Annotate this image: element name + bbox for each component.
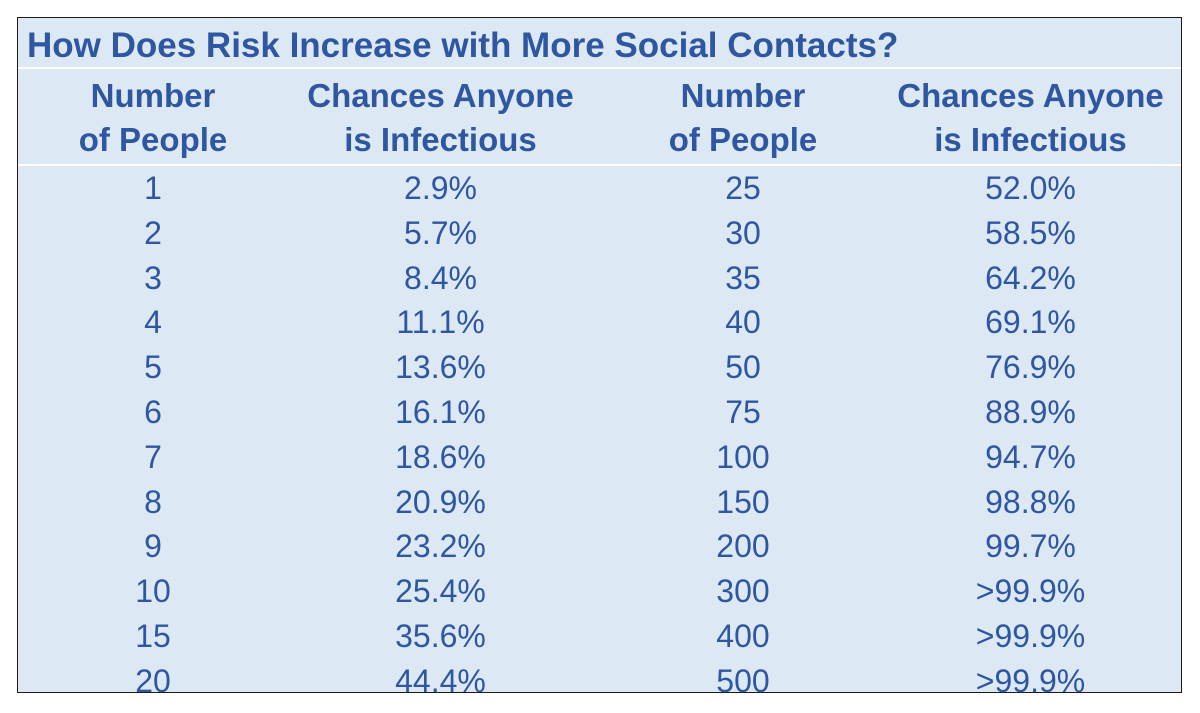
cell-chance-right: 88.9% bbox=[985, 393, 1076, 430]
cell-chance-right: >99.9% bbox=[975, 662, 1086, 699]
cell-number-left: 6 bbox=[144, 393, 162, 430]
table-row: 5 13.6% 50 76.9% bbox=[18, 345, 1181, 390]
cell-number-right: 25 bbox=[725, 170, 761, 206]
cell-chance-left: 18.6% bbox=[395, 438, 486, 475]
column-header-line: of People bbox=[78, 121, 228, 158]
cell-chance-left: 2.9% bbox=[404, 170, 477, 206]
cell-chance-right: >99.9% bbox=[975, 573, 1086, 610]
cell-chance-left: 16.1% bbox=[395, 393, 486, 430]
cell-chance-left: 8.4% bbox=[404, 259, 477, 296]
table-row: 2 5.7% 30 58.5% bbox=[18, 211, 1181, 256]
cell-chance-right: 98.8% bbox=[985, 483, 1076, 520]
cell-chance-right: 64.2% bbox=[985, 259, 1076, 296]
cell-number-left: 5 bbox=[144, 349, 162, 386]
cell-number-right: 200 bbox=[716, 528, 770, 565]
table-row: 8 20.9% 150 98.8% bbox=[18, 480, 1181, 525]
cell-chance-left: 25.4% bbox=[395, 573, 486, 610]
cell-chance-right: 94.7% bbox=[985, 438, 1076, 475]
column-header-line: Chances Anyone bbox=[307, 77, 574, 114]
title-divider bbox=[18, 67, 1181, 69]
table-row: 3 8.4% 35 64.2% bbox=[18, 256, 1181, 301]
cell-chance-right: 76.9% bbox=[985, 349, 1076, 386]
cell-number-right: 150 bbox=[716, 483, 770, 520]
cell-chance-right: 52.0% bbox=[985, 170, 1076, 206]
cell-chance-right: 99.7% bbox=[985, 528, 1076, 565]
cell-number-left: 8 bbox=[144, 483, 162, 520]
cell-number-right: 50 bbox=[725, 349, 761, 386]
table-body: 1 2.9% 25 52.0% 2 5.7% 30 58.5% 3 8.4% 35 64.2% 4 11.… bbox=[18, 166, 1181, 704]
table-row: 7 18.6% 100 94.7% bbox=[18, 435, 1181, 480]
table-row: 6 16.1% 75 88.9% bbox=[18, 390, 1181, 435]
column-header-chances-left: Chances Anyone is Infectious bbox=[298, 74, 583, 162]
column-header-line: Chances Anyone bbox=[897, 77, 1164, 114]
cell-chance-left: 5.7% bbox=[404, 214, 477, 251]
cell-number-left: 1 bbox=[144, 170, 162, 206]
cell-number-left: 2 bbox=[144, 214, 162, 251]
cell-chance-left: 44.4% bbox=[395, 662, 486, 699]
header-divider bbox=[18, 164, 1181, 166]
cell-number-right: 40 bbox=[725, 304, 761, 341]
column-header-number-of-people-left: Number of People bbox=[68, 74, 238, 162]
column-header-number-of-people-right: Number of People bbox=[658, 74, 828, 162]
cell-number-right: 75 bbox=[725, 393, 761, 430]
cell-number-right: 30 bbox=[725, 214, 761, 251]
cell-number-right: 300 bbox=[716, 573, 770, 610]
cell-number-left: 15 bbox=[135, 617, 171, 654]
cell-number-right: 100 bbox=[716, 438, 770, 475]
cell-number-right: 500 bbox=[716, 662, 770, 699]
cell-number-right: 400 bbox=[716, 617, 770, 654]
cell-chance-right: 69.1% bbox=[985, 304, 1076, 341]
cell-number-left: 4 bbox=[144, 304, 162, 341]
table-title: How Does Risk Increase with More Social … bbox=[27, 26, 899, 65]
cell-number-left: 7 bbox=[144, 438, 162, 475]
cell-chance-left: 11.1% bbox=[396, 304, 485, 341]
column-header-chances-right: Chances Anyone is Infectious bbox=[888, 74, 1173, 162]
cell-number-left: 20 bbox=[135, 662, 171, 699]
cell-chance-left: 23.2% bbox=[395, 528, 486, 565]
cell-number-left: 9 bbox=[144, 528, 162, 565]
cell-chance-left: 20.9% bbox=[395, 483, 486, 520]
column-header-line: Number bbox=[680, 77, 806, 114]
cell-number-left: 3 bbox=[144, 259, 162, 296]
column-header-line: Number bbox=[90, 77, 216, 114]
cell-number-right: 35 bbox=[725, 259, 761, 296]
cell-chance-left: 35.6% bbox=[395, 617, 486, 654]
table-row: 20 44.4% 500 >99.9% bbox=[18, 659, 1181, 704]
table-row: 1 2.9% 25 52.0% bbox=[18, 166, 1181, 211]
column-header-line: is Infectious bbox=[934, 121, 1127, 158]
risk-table-panel: How Does Risk Increase with More Social … bbox=[17, 17, 1182, 699]
table-row: 9 23.2% 200 99.7% bbox=[18, 524, 1181, 569]
cell-chance-right: >99.9% bbox=[975, 617, 1086, 654]
cell-chance-left: 13.6% bbox=[395, 349, 486, 386]
column-header-line: is Infectious bbox=[344, 121, 537, 158]
table-row: 4 11.1% 40 69.1% bbox=[18, 300, 1181, 345]
cell-chance-right: 58.5% bbox=[985, 214, 1076, 251]
cell-number-left: 10 bbox=[135, 573, 171, 610]
column-header-line: of People bbox=[668, 121, 818, 158]
table-row: 10 25.4% 300 >99.9% bbox=[18, 569, 1181, 614]
table-row: 15 35.6% 400 >99.9% bbox=[18, 614, 1181, 659]
